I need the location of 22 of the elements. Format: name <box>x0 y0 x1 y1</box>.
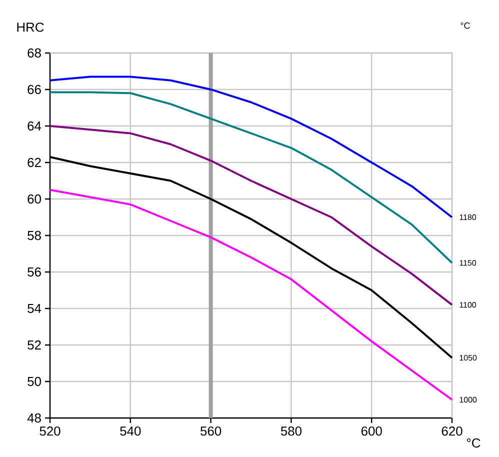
y-tick-label: 48 <box>27 413 41 423</box>
y-tick-label: 60 <box>28 194 41 204</box>
y-tick-label: 54 <box>28 304 42 313</box>
x-tick-label: 600 <box>361 426 382 436</box>
y-tick-label: 50 <box>28 376 41 386</box>
y-tick-label: 68 <box>28 48 41 58</box>
y-tick-label: 64 <box>28 121 42 131</box>
y-tick-label: 66 <box>28 84 41 94</box>
legend-title: °C <box>460 22 470 29</box>
x-axis-title: °C <box>466 438 480 448</box>
y-tick-label: 58 <box>28 230 41 240</box>
x-tick-label: 580 <box>280 426 302 436</box>
line-series <box>49 76 454 218</box>
y-axis-title: HRC <box>17 22 44 32</box>
line-series <box>49 91 454 264</box>
y-tick-label: 62 <box>28 158 41 168</box>
y-tick-label: 52 <box>28 340 41 350</box>
x-tick-label: 540 <box>120 426 141 436</box>
x-tick-label: 520 <box>40 426 60 436</box>
y-tick-label: 56 <box>28 267 41 277</box>
x-tick-label: 560 <box>200 426 222 436</box>
x-tick-label: 620 <box>442 426 462 436</box>
